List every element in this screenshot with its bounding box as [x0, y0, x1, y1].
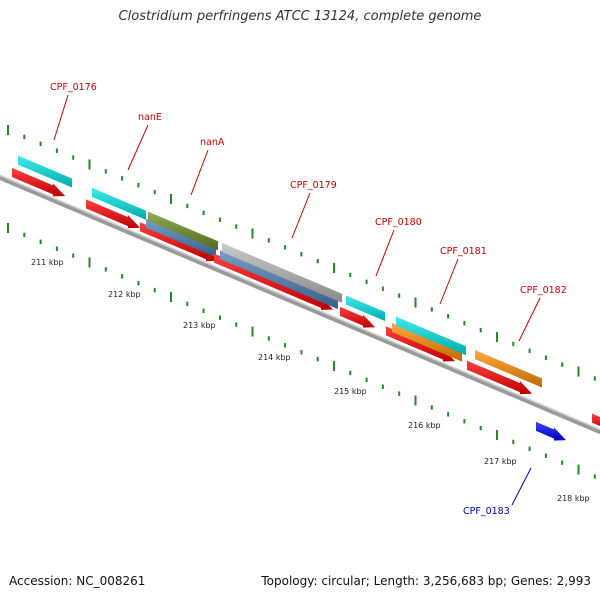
accession-text: Accession: NC_008261	[9, 574, 146, 588]
gene-leader-line	[518, 297, 541, 342]
feature-shading	[536, 421, 566, 441]
gene-features	[12, 155, 600, 441]
gene-leader-line	[190, 149, 209, 196]
genome-summary-text: Topology: circular; Length: 3,256,683 bp…	[261, 574, 591, 588]
tick-label: 216 kbp	[408, 421, 441, 430]
gene-label: CPF_0179	[290, 180, 337, 191]
feature-shading	[220, 250, 338, 310]
tick-label: 213 kbp	[183, 321, 216, 330]
tick-label: 218 kbp	[557, 494, 590, 503]
gene-labels: CPF_0176 nanE nanA CPF_0179 CPF_0180 CPF_0181…	[50, 82, 567, 517]
gene-leader-line	[127, 124, 149, 171]
feature-shading	[12, 168, 65, 197]
tick-label: 214 kbp	[258, 353, 291, 362]
feature-shading	[222, 242, 342, 303]
tick-label: 215 kbp	[334, 387, 367, 396]
gene-label: nanA	[200, 137, 225, 148]
feature-shading	[392, 322, 462, 362]
feature-shading	[475, 350, 542, 388]
feature-shading	[18, 155, 72, 188]
gene-leader-line	[53, 94, 69, 141]
genome-backbone	[0, 174, 600, 435]
gene-label: nanE	[138, 112, 162, 123]
map-title: Clostridium perfringens ATCC 13124, comp…	[118, 9, 482, 24]
feature-shading	[86, 199, 140, 229]
feature-shading	[346, 295, 385, 321]
upper-tick-row	[7, 125, 596, 381]
gene-label: CPF_0180	[375, 217, 422, 228]
feature-shading	[148, 211, 218, 251]
feature-shading	[340, 306, 375, 328]
feature-shading	[592, 413, 600, 427]
gene-label: CPF_0181	[440, 246, 487, 257]
tick-labels: 211 kbp 212 kbp 213 kbp 214 kbp 215 kbp 216 k…	[31, 258, 590, 503]
feature-shading	[146, 218, 216, 258]
feature-shading	[92, 187, 146, 220]
gene-label: CPF_0183	[463, 506, 510, 517]
lower-tick-row	[7, 223, 596, 479]
feature-shading	[396, 316, 466, 356]
gene-leader-line	[291, 192, 311, 239]
feature-shading	[467, 360, 532, 395]
gene-label: CPF_0176	[50, 82, 97, 93]
tick-label: 217 kbp	[484, 457, 517, 466]
gene-leader-line	[439, 258, 459, 305]
gene-label: CPF_0182	[520, 285, 567, 296]
tick-label: 212 kbp	[108, 290, 141, 299]
tick-label: 211 kbp	[31, 258, 64, 267]
gene-leader-line	[511, 467, 532, 506]
gene-leader-line	[375, 229, 395, 277]
